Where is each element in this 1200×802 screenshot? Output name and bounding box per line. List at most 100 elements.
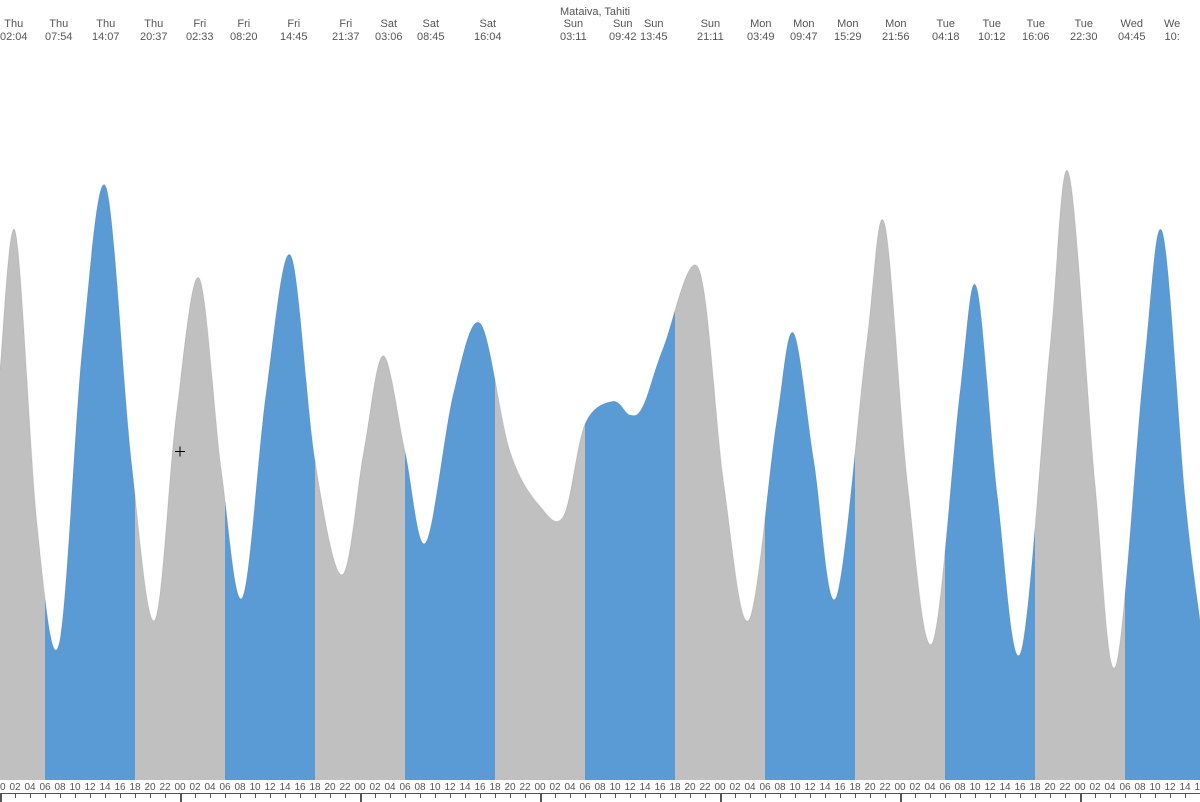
header-label: Sat08:45	[417, 18, 445, 44]
x-tick	[1020, 794, 1021, 798]
x-tick-label: 14	[999, 782, 1010, 793]
x-tick-label: 16	[834, 782, 845, 793]
x-tick	[45, 794, 46, 798]
x-tick	[90, 794, 91, 798]
x-tick-label: 12	[804, 782, 815, 793]
header-label: Thu02:04	[0, 18, 28, 44]
x-tick	[855, 794, 856, 798]
x-tick	[375, 794, 376, 798]
x-tick	[750, 794, 751, 798]
x-tick	[405, 794, 406, 798]
x-tick-label: 02	[909, 782, 920, 793]
x-tick	[315, 794, 316, 798]
x-tick	[540, 794, 542, 802]
x-tick-label: 22	[879, 782, 890, 793]
x-tick	[660, 794, 661, 798]
header-label: Thu20:37	[140, 18, 168, 44]
x-tick	[255, 794, 256, 798]
x-tick-label: 20	[324, 782, 335, 793]
x-tick	[390, 794, 391, 798]
x-tick-label: 12	[624, 782, 635, 793]
x-tick-label: 22	[159, 782, 170, 793]
x-tick-label: 16	[294, 782, 305, 793]
x-tick-label: 02	[729, 782, 740, 793]
x-tick-label: 20	[684, 782, 695, 793]
x-tick-label: 08	[594, 782, 605, 793]
x-tick-label: 12	[984, 782, 995, 793]
x-tick	[450, 794, 451, 798]
x-tick-label: 08	[54, 782, 65, 793]
x-tick-label: 16	[114, 782, 125, 793]
x-tick-label: 12	[264, 782, 275, 793]
x-tick	[195, 794, 196, 798]
x-tick-label: 18	[849, 782, 860, 793]
x-tick	[1005, 794, 1006, 798]
header-label: We10:	[1164, 18, 1180, 44]
x-tick-label: 06	[759, 782, 770, 793]
x-tick-label: 08	[1134, 782, 1145, 793]
header-label: Tue22:30	[1070, 18, 1098, 44]
x-tick-label: 14	[819, 782, 830, 793]
x-tick	[165, 794, 166, 798]
x-tick-label: 18	[669, 782, 680, 793]
x-tick	[1155, 794, 1156, 798]
x-tick	[15, 794, 16, 798]
x-tick-label: 22	[519, 782, 530, 793]
x-tick-label: 18	[1029, 782, 1040, 793]
x-tick-label: 22	[699, 782, 710, 793]
x-tick-label: 10	[969, 782, 980, 793]
x-tick-label: 18	[129, 782, 140, 793]
x-tick-label: 12	[444, 782, 455, 793]
x-tick-label: 00	[174, 782, 185, 793]
header-label: Fri08:20	[230, 18, 258, 44]
header-label: Tue16:06	[1022, 18, 1050, 44]
x-tick	[825, 794, 826, 798]
x-tick-label: 02	[369, 782, 380, 793]
x-tick	[615, 794, 616, 798]
header-label: Fri02:33	[186, 18, 214, 44]
x-tick-label: 00	[894, 782, 905, 793]
x-baseline	[0, 793, 1200, 794]
x-tick	[570, 794, 571, 798]
x-tick	[1035, 794, 1036, 798]
x-tick-label: 00	[534, 782, 545, 793]
x-tick-label: 02	[1089, 782, 1100, 793]
x-tick	[705, 794, 706, 798]
header-label: Sat03:06	[375, 18, 403, 44]
x-tick	[735, 794, 736, 798]
x-tick	[720, 794, 722, 802]
x-tick-label: 22	[339, 782, 350, 793]
x-tick	[495, 794, 496, 798]
x-tick-label: 18	[489, 782, 500, 793]
header-label: Thu07:54	[45, 18, 73, 44]
x-tick	[30, 794, 31, 798]
x-tick-label: 04	[24, 782, 35, 793]
header-label: Mon09:47	[790, 18, 818, 44]
x-tick-label: 22	[1059, 782, 1070, 793]
x-tick	[795, 794, 796, 798]
x-tick-label: 10	[429, 782, 440, 793]
x-tick-label: 06	[39, 782, 50, 793]
x-tick	[1170, 794, 1171, 798]
x-tick-label: 12	[84, 782, 95, 793]
x-tick	[285, 794, 286, 798]
x-tick-label: 12	[1164, 782, 1175, 793]
x-tick-label: 14	[459, 782, 470, 793]
header-label: Tue10:12	[978, 18, 1006, 44]
x-tick	[270, 794, 271, 798]
x-tick-label: 06	[399, 782, 410, 793]
x-tick-label: 10	[789, 782, 800, 793]
x-tick	[915, 794, 916, 798]
x-tick	[600, 794, 601, 798]
x-tick-label: 04	[384, 782, 395, 793]
x-tick	[0, 794, 2, 802]
x-tick-label: 14	[279, 782, 290, 793]
x-tick	[690, 794, 691, 798]
x-tick	[555, 794, 556, 798]
x-tick	[330, 794, 331, 798]
header-label: Fri21:37	[332, 18, 360, 44]
x-tick	[360, 794, 362, 802]
x-tick-label: 04	[1104, 782, 1115, 793]
tide-chart	[0, 0, 1200, 800]
x-tick	[435, 794, 436, 798]
